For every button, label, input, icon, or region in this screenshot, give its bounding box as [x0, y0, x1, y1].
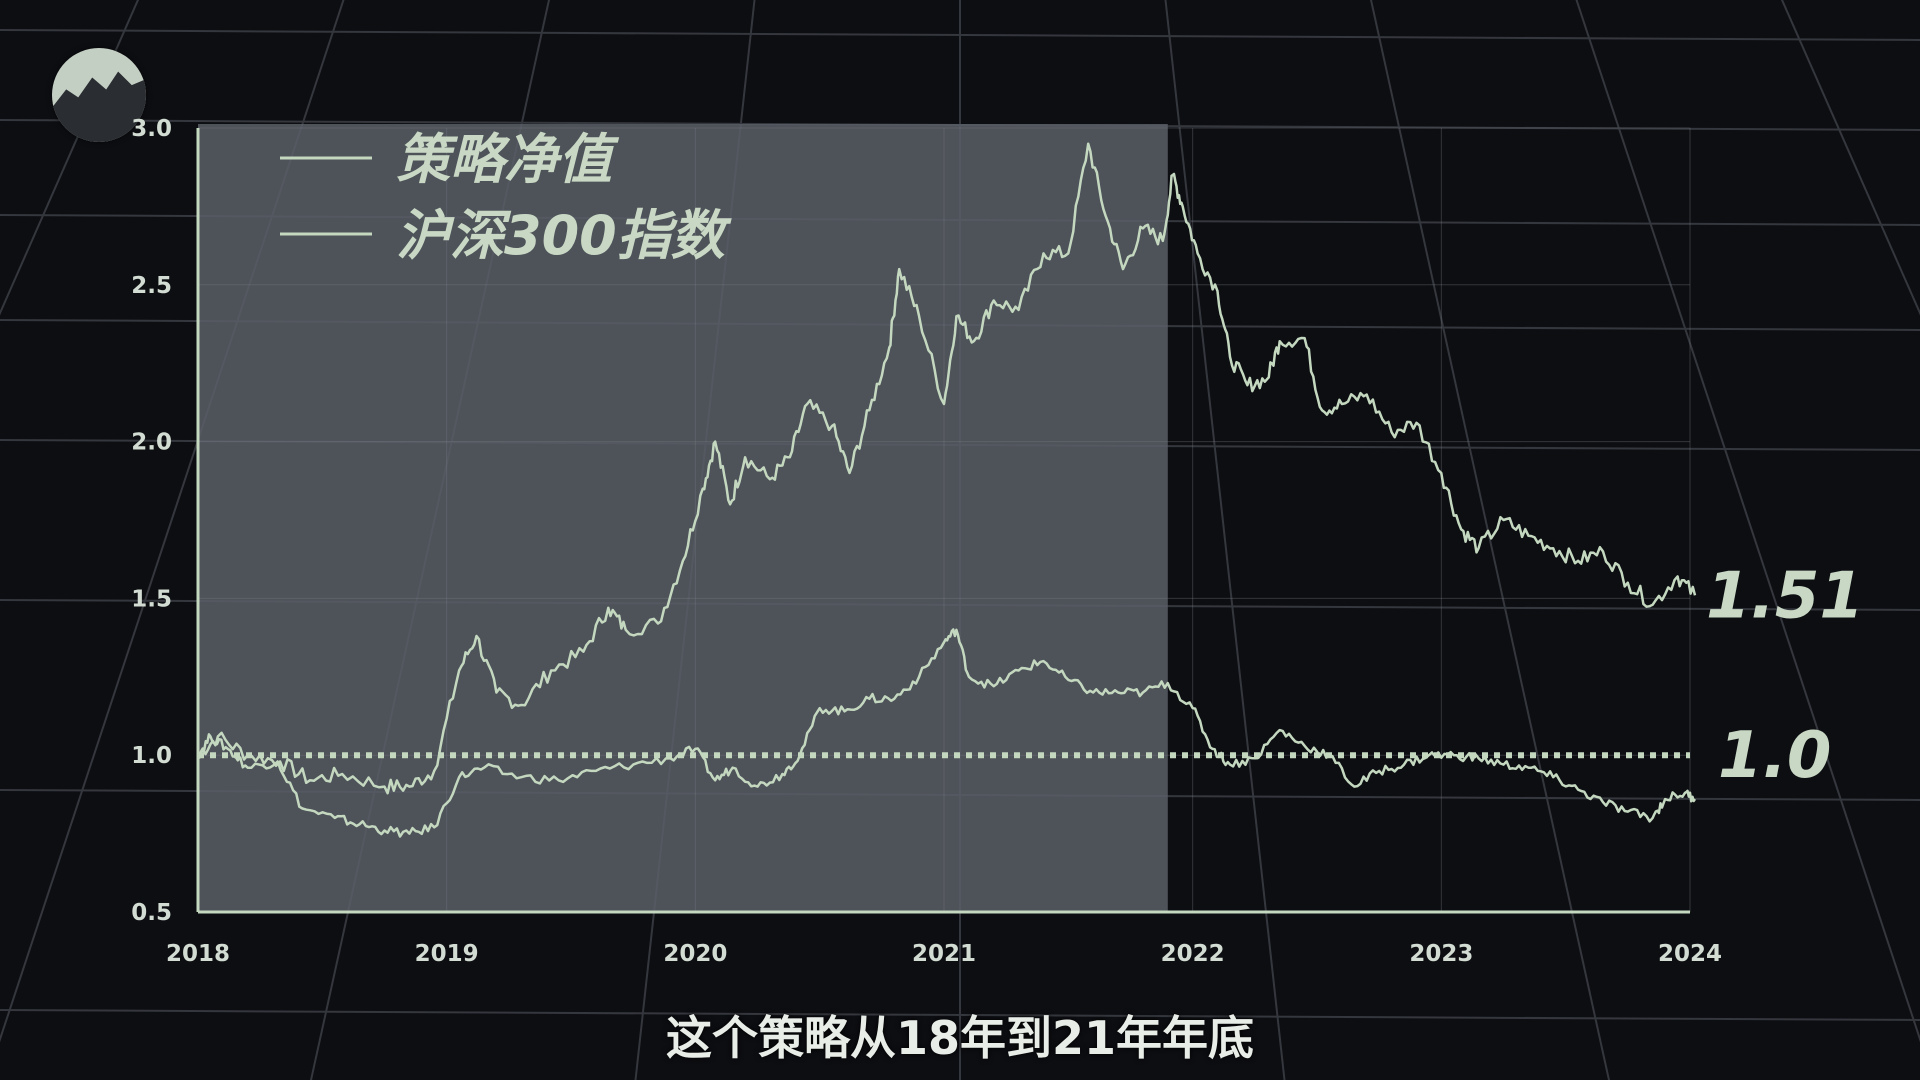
grid-line [0, 29, 1920, 41]
x-tick-label: 2020 [663, 941, 727, 967]
grid-line [1369, 0, 1611, 1080]
channel-logo [52, 48, 146, 142]
y-axis-ticks: 0.5 1.0 1.5 2.0 2.5 3.0 [131, 116, 172, 926]
grid-line [1780, 0, 1920, 316]
x-tick-label: 2022 [1161, 941, 1225, 967]
y-tick-label: 2.0 [131, 430, 172, 456]
subtitle-caption: 这个策略从18年到21年年底 [665, 1011, 1255, 1065]
series-line-0 [197, 142, 1697, 795]
x-tick-label: 2019 [415, 941, 479, 967]
end-labels: 1.51 1.0 [1706, 559, 1864, 793]
series-line-1 [196, 628, 1697, 838]
chart-axes [196, 128, 1690, 914]
grid-line [0, 0, 140, 316]
legend-label: 策略净值 [396, 128, 620, 191]
y-tick-label: 1.0 [131, 743, 172, 769]
y-tick-label: 2.5 [131, 273, 172, 299]
x-tick-label: 2024 [1658, 941, 1722, 967]
y-tick-label: 1.5 [131, 586, 172, 612]
x-axis-ticks: 2018 2019 2020 2021 2022 2023 2024 [166, 941, 1722, 967]
y-tick-label: 3.0 [131, 116, 172, 142]
x-tick-label: 2021 [912, 941, 976, 967]
x-tick-label: 2023 [1409, 941, 1473, 967]
y-tick-label: 0.5 [131, 900, 172, 926]
mountain-chart-icon [52, 68, 146, 142]
grid-line [1575, 0, 1920, 1043]
grid-line [1164, 0, 1286, 1080]
highlight-region [198, 124, 1168, 912]
reference-line-label: 1.0 [1718, 719, 1831, 793]
legend-label: 沪深300指数 [396, 204, 732, 267]
grid-line [0, 1009, 1920, 1021]
series-lines [196, 142, 1697, 838]
x-tick-label: 2018 [166, 941, 230, 967]
series-end-label: 1.51 [1706, 559, 1864, 633]
